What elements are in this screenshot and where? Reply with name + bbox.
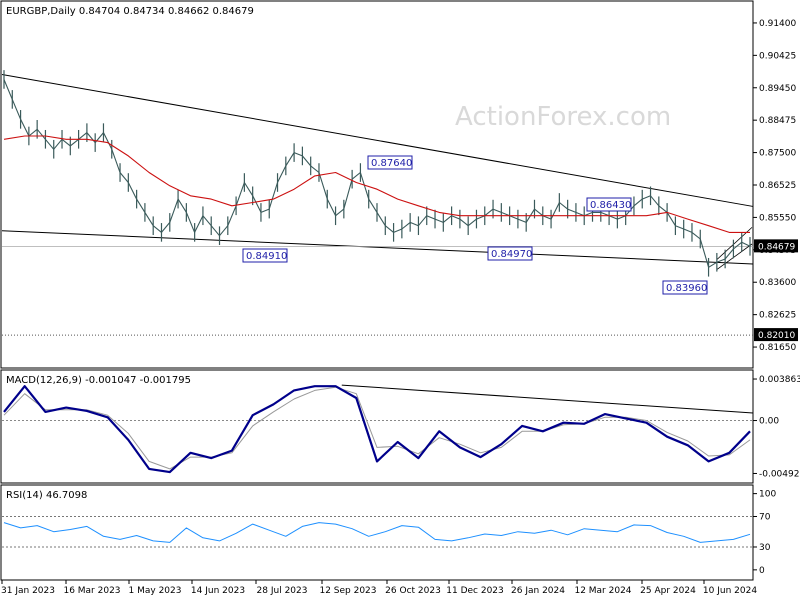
x-tick-label: 16 Mar 2023 bbox=[63, 586, 120, 596]
price-y-tick-label: 0.83600 bbox=[759, 278, 796, 288]
rsi-y-tick-label: 100 bbox=[759, 490, 776, 500]
annotation-label: 0.84910 bbox=[246, 251, 287, 262]
annotation-label: 0.87640 bbox=[371, 158, 412, 169]
support-price-box bbox=[754, 328, 798, 342]
annotation-box bbox=[487, 246, 533, 261]
x-tick-label: 12 Sep 2023 bbox=[319, 586, 376, 596]
watermark: ActionForex.com bbox=[455, 102, 671, 132]
x-tick-label: 14 Jun 2023 bbox=[191, 586, 245, 596]
annotation-label: 0.84970 bbox=[491, 249, 532, 260]
current-price-box bbox=[754, 239, 798, 253]
macd-signal-line bbox=[3, 386, 751, 470]
channel-upper-trendline bbox=[1, 73, 754, 207]
macd-y-tick-label: 0.003863 bbox=[759, 375, 800, 385]
current-price-label: 0.84679 bbox=[758, 242, 795, 252]
price-y-tick-label: 0.81650 bbox=[759, 343, 796, 353]
price-y-tick-label: 0.82625 bbox=[759, 311, 796, 321]
macd-line bbox=[3, 385, 751, 474]
annotation-box bbox=[586, 197, 632, 212]
macd-panel-title: MACD(12,26,9) -0.001047 -0.001795 bbox=[6, 375, 191, 386]
x-tick-label: 1 May 2023 bbox=[129, 586, 182, 596]
moving-average-line bbox=[3, 135, 750, 233]
price-y-tick-label: 0.88475 bbox=[759, 116, 796, 126]
price-y-tick-label: 0.89450 bbox=[759, 84, 796, 94]
rsi-panel-frame bbox=[0, 484, 754, 581]
price-panel-frame bbox=[0, 0, 754, 369]
annotation-label: 0.86430 bbox=[590, 200, 631, 211]
macd-panel-frame bbox=[0, 369, 754, 484]
x-tick-label: 11 Dec 2023 bbox=[446, 586, 504, 596]
x-tick-label: 28 Jul 2023 bbox=[257, 586, 308, 596]
price-y-tick-label: 0.91400 bbox=[759, 19, 796, 29]
annotation-box bbox=[242, 248, 288, 263]
price-y-tick-label: 0.87500 bbox=[759, 149, 796, 159]
x-tick-label: 25 Apr 2024 bbox=[640, 586, 696, 596]
rebound-channel-lower bbox=[716, 243, 753, 270]
support-price-label: 0.82010 bbox=[758, 331, 795, 341]
rsi-panel-title: RSI(14) 46.7098 bbox=[6, 490, 87, 501]
rsi-y-tick-label: 30 bbox=[759, 543, 771, 553]
price-y-tick-label: 0.86525 bbox=[759, 181, 796, 191]
price-panel-title: EURGBP,Daily 0.84704 0.84734 0.84662 0.8… bbox=[6, 6, 254, 17]
x-tick-label: 10 Jun 2024 bbox=[703, 586, 757, 596]
annotation-label: 0.83960 bbox=[666, 283, 707, 294]
rsi-y-tick-label: 70 bbox=[759, 512, 771, 522]
macd-trendline bbox=[341, 384, 754, 414]
channel-lower-trendline bbox=[1, 230, 754, 265]
macd-y-tick-label: -0.004926 bbox=[759, 469, 800, 479]
rsi-line bbox=[3, 522, 751, 543]
price-y-tick-label: 0.85550 bbox=[759, 213, 796, 223]
macd-y-tick-label: 0.00 bbox=[759, 417, 779, 427]
price-y-tick-label: 0.90425 bbox=[759, 51, 796, 61]
x-tick-label: 31 Jan 2023 bbox=[1, 586, 55, 596]
annotation-box bbox=[662, 280, 708, 295]
x-tick-label: 12 Mar 2024 bbox=[574, 586, 631, 596]
x-tick-label: 26 Oct 2023 bbox=[385, 586, 441, 596]
x-tick-label: 26 Jan 2024 bbox=[511, 586, 565, 596]
rsi-y-tick-label: 0 bbox=[759, 566, 765, 576]
annotation-box bbox=[367, 155, 413, 170]
